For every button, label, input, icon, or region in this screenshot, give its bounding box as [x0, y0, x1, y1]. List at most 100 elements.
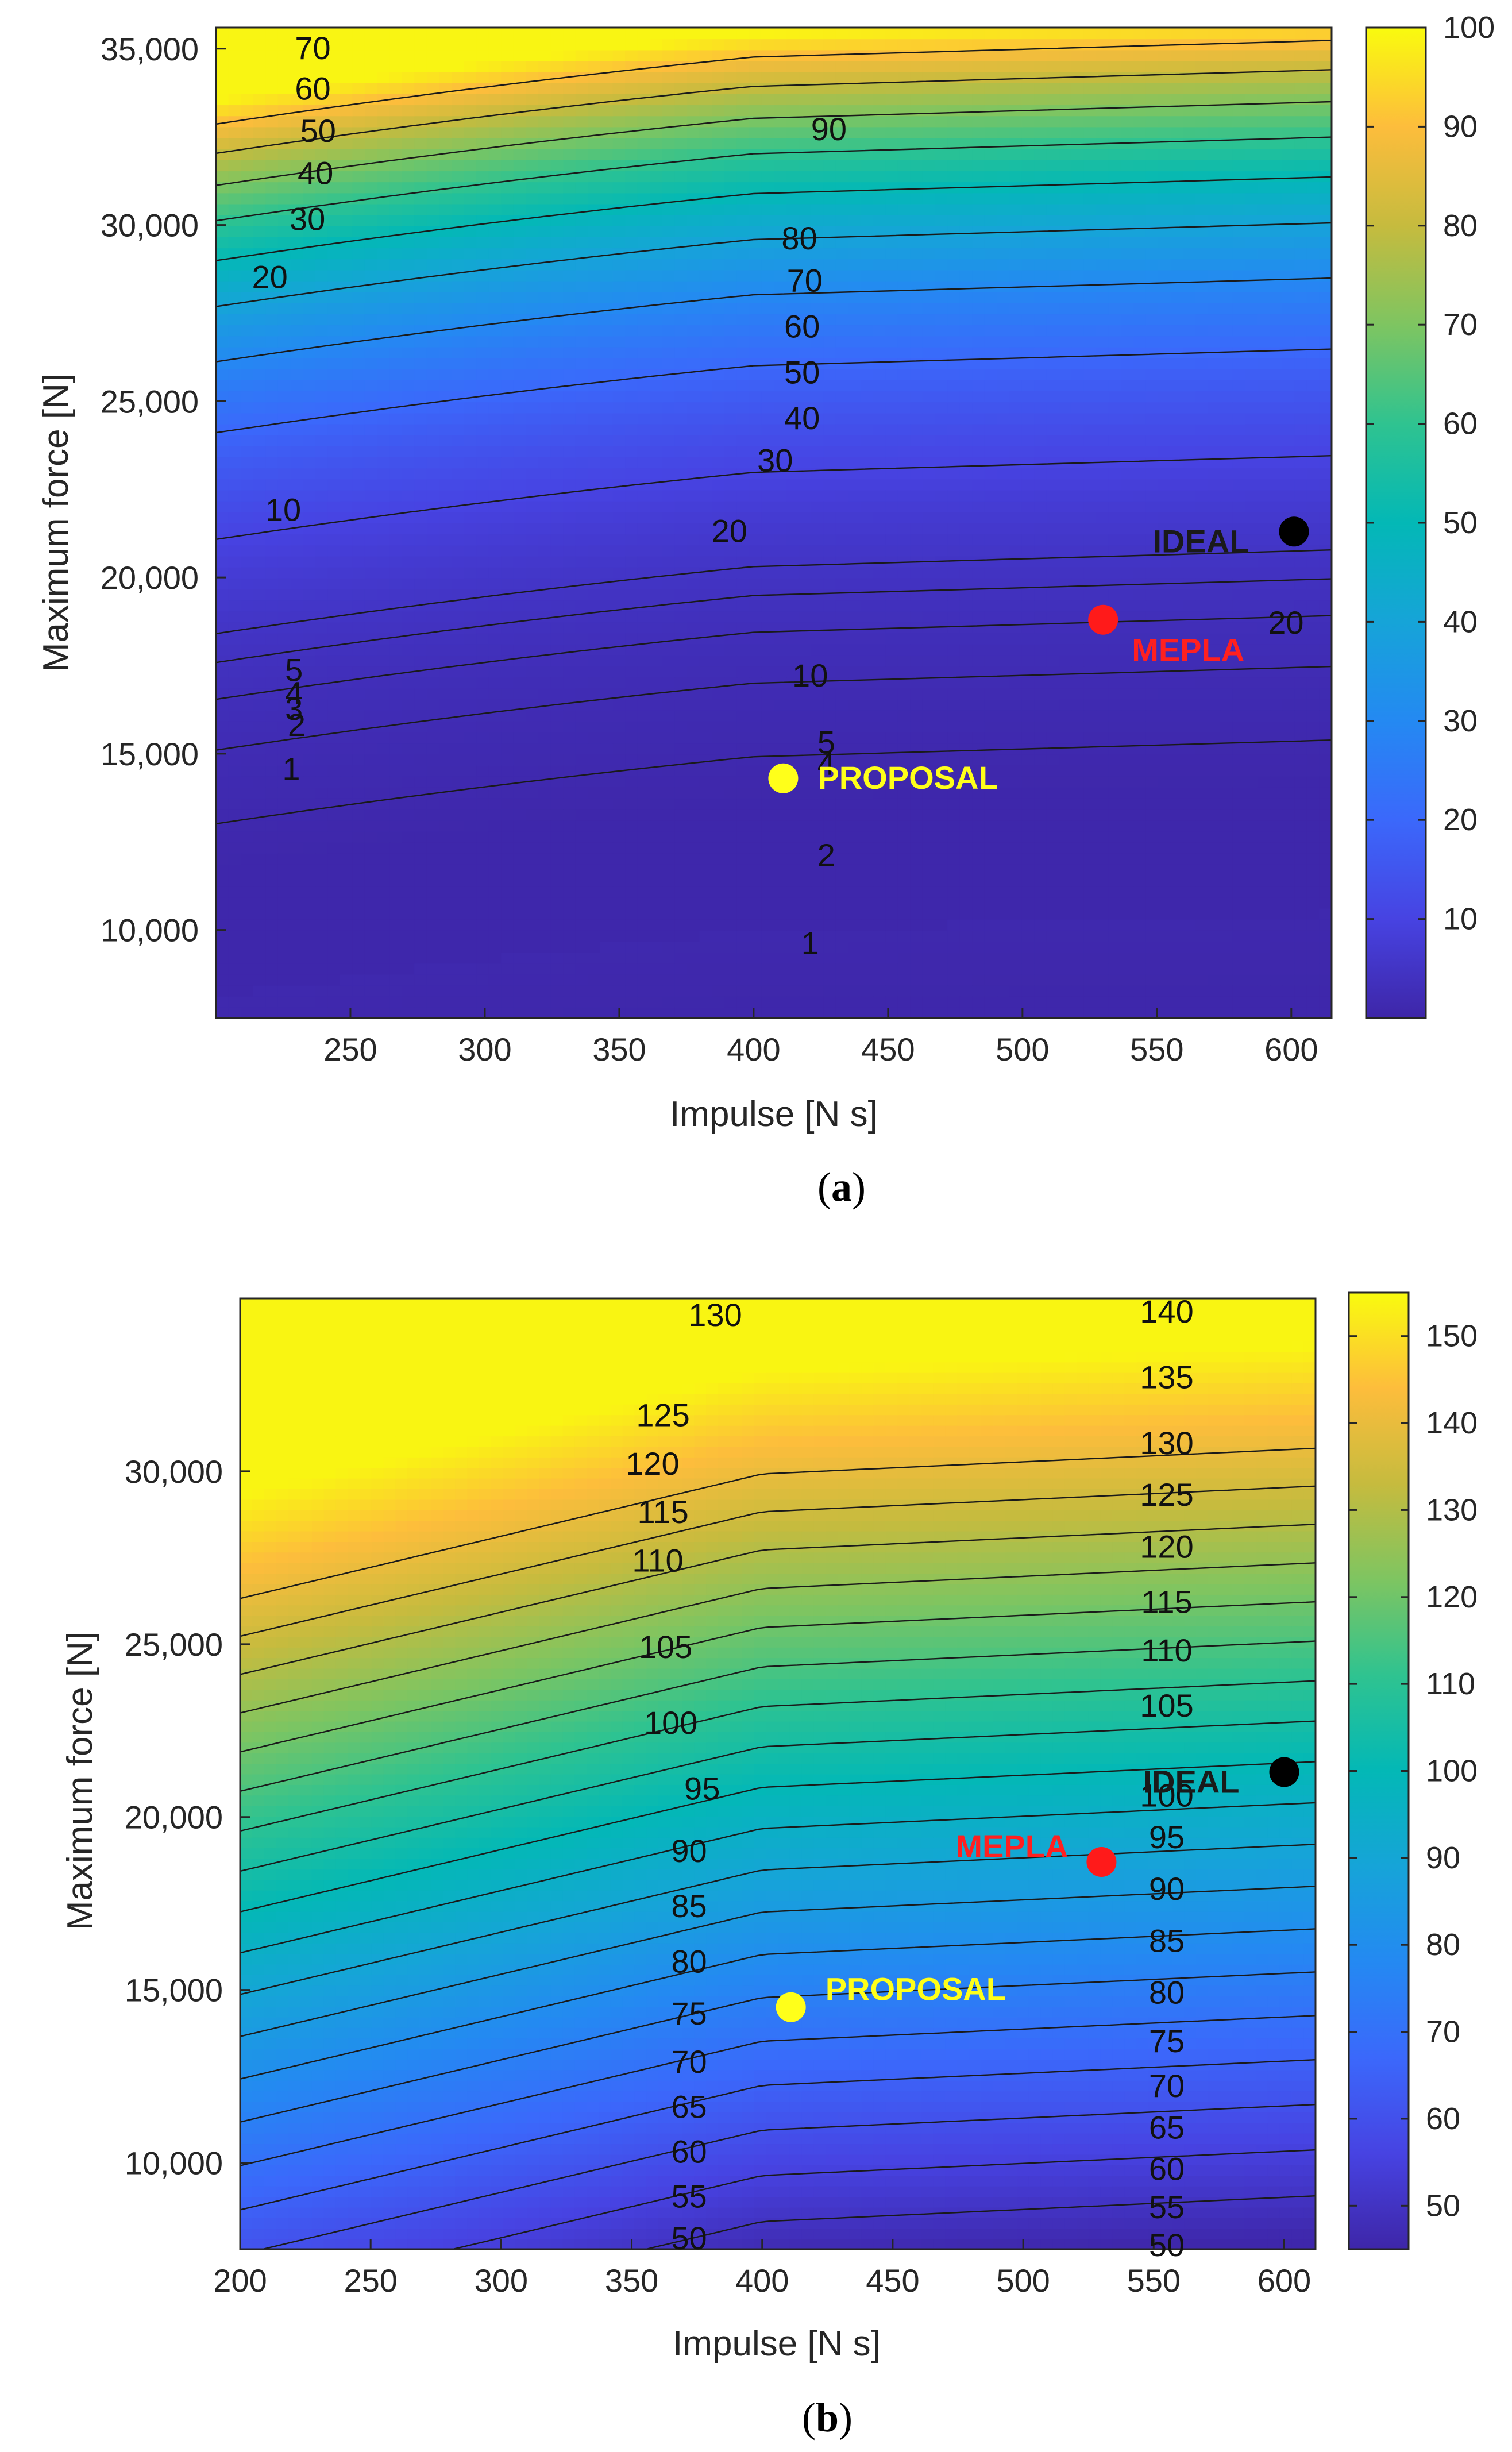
field-cell: [1034, 654, 1047, 667]
field-cell: [1245, 985, 1258, 997]
field-cell: [835, 445, 849, 458]
field-cell: [650, 654, 663, 667]
field-cell: [303, 1007, 316, 1018]
field-cell: [1121, 523, 1134, 535]
field-cell: [1071, 930, 1085, 942]
field-cell: [389, 963, 403, 975]
field-cell: [712, 489, 725, 502]
field-cell: [315, 402, 329, 414]
field-cell: [563, 523, 576, 535]
field-cell: [612, 402, 626, 414]
field-cell: [674, 787, 688, 799]
field-cell: [1245, 577, 1258, 589]
field-cell: [550, 489, 564, 502]
field-cell: [1158, 699, 1171, 711]
field-cell: [452, 820, 465, 832]
field-cell: [799, 985, 812, 997]
field-cell: [563, 952, 576, 964]
field-cell: [774, 412, 787, 425]
field-cell: [1133, 985, 1147, 997]
field-cell: [1319, 863, 1332, 876]
field-cell: [402, 457, 415, 469]
field-cell: [352, 985, 365, 997]
field-cell: [476, 534, 489, 546]
field-cell: [538, 677, 551, 689]
field-cell: [265, 434, 279, 446]
field-cell: [637, 809, 651, 821]
field-cell: [662, 842, 676, 854]
field-cell: [959, 754, 973, 766]
field-cell: [625, 1007, 638, 1018]
field-cell: [625, 963, 638, 975]
field-cell: [501, 952, 514, 964]
field-cell: [563, 412, 576, 425]
field-cell: [1170, 688, 1184, 700]
field-cell: [476, 765, 489, 777]
field-cell: [1121, 622, 1134, 634]
field-cell: [835, 556, 849, 568]
field-cell: [1108, 699, 1122, 711]
field-cell: [1170, 622, 1184, 634]
field-cell: [1257, 831, 1271, 843]
field-cell: [662, 809, 676, 821]
field-cell: [600, 765, 614, 777]
field-cell: [984, 710, 998, 722]
field-cell: [426, 511, 440, 523]
field-cell: [488, 445, 502, 458]
field-cell: [1232, 445, 1245, 458]
field-cell: [575, 952, 589, 964]
field-cell: [910, 875, 923, 887]
field-cell: [885, 577, 898, 589]
field-cell: [910, 434, 923, 446]
field-cell: [1034, 952, 1047, 964]
field-cell: [1059, 699, 1072, 711]
field-cell: [426, 566, 440, 579]
field-cell: [1220, 720, 1233, 732]
field-cell: [699, 787, 713, 799]
field-cell: [935, 996, 948, 1008]
field-cell: [1282, 666, 1295, 678]
field-cell: [1158, 809, 1171, 821]
field-cell: [1121, 566, 1134, 579]
field-cell: [1195, 445, 1209, 458]
field-cell: [835, 434, 849, 446]
field-cell: [439, 445, 452, 458]
field-cell: [1021, 534, 1035, 546]
field-cell: [538, 412, 551, 425]
field-cell: [712, 500, 725, 512]
field-cell: [464, 765, 477, 777]
field-cell: [513, 963, 527, 975]
field-cell: [1083, 996, 1097, 1008]
field-cell: [848, 919, 862, 931]
field-cell: [1220, 699, 1233, 711]
field-cell: [241, 776, 254, 788]
field-cell: [885, 434, 898, 446]
field-cell: [1257, 809, 1271, 821]
field-cell: [501, 853, 514, 865]
field-cell: [861, 765, 874, 777]
field-cell: [265, 566, 279, 579]
field-cell: [625, 897, 638, 909]
field-cell: [848, 677, 862, 689]
field-cell: [1170, 908, 1184, 920]
field-cell: [823, 423, 836, 435]
field-cell: [861, 445, 874, 458]
field-cell: [612, 468, 626, 480]
field-cell: [452, 897, 465, 909]
field-cell: [501, 875, 514, 887]
field-cell: [972, 545, 985, 557]
field-cell: [1158, 511, 1171, 523]
field-cell: [736, 930, 750, 942]
field-cell: [526, 732, 539, 744]
field-cell: [1319, 523, 1332, 535]
field-cell: [972, 940, 985, 953]
field-cell: [1083, 743, 1097, 755]
field-cell: [1133, 952, 1147, 964]
field-cell: [662, 445, 676, 458]
field-cell: [327, 643, 341, 656]
field-cell: [253, 556, 267, 568]
field-cell: [1220, 445, 1233, 458]
field-cell: [1294, 831, 1307, 843]
field-cell: [277, 654, 291, 667]
field-cell: [1208, 479, 1221, 491]
